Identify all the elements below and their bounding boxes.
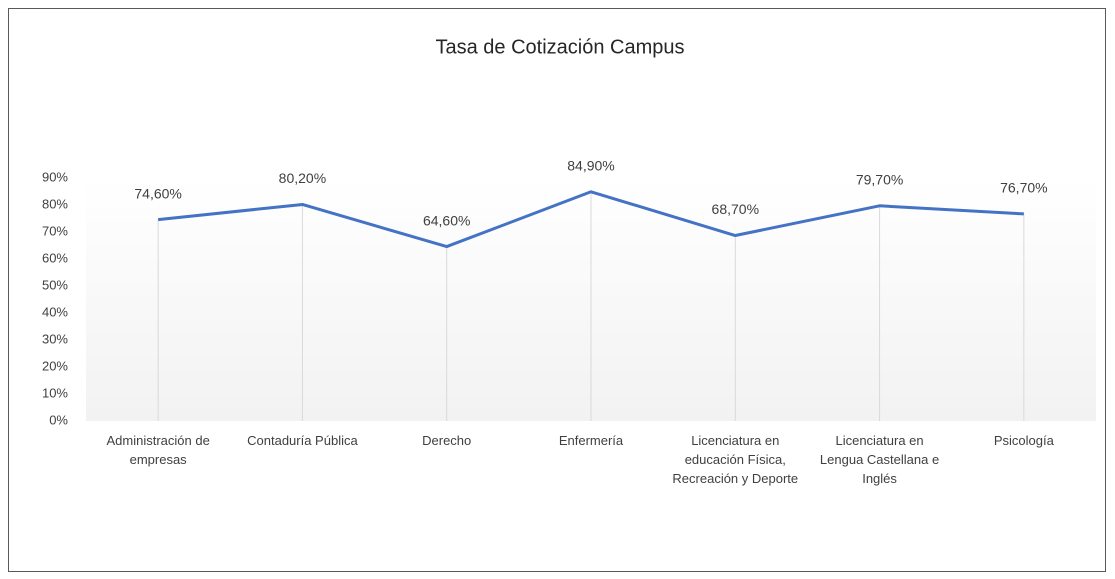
x-tick-label: Derecho: [422, 433, 472, 448]
y-tick-label: 70%: [42, 223, 68, 238]
y-tick-label: 10%: [42, 385, 68, 400]
x-tick-label: Enfermería: [558, 433, 624, 448]
x-tick-label: Contaduría Pública: [247, 433, 358, 448]
y-tick-label: 30%: [42, 331, 68, 346]
y-tick-label: 90%: [42, 169, 68, 184]
y-tick-label: 60%: [42, 250, 68, 265]
x-tick-label: Psicología: [993, 433, 1054, 448]
x-tick-label: Licenciatura en Lengua Castellana e Ingl…: [819, 433, 940, 486]
data-label: 84,90%: [567, 157, 614, 173]
data-label: 64,60%: [423, 212, 470, 228]
y-tick-label: 20%: [42, 358, 68, 373]
data-label: 76,70%: [1000, 180, 1047, 196]
y-tick-label: 80%: [42, 196, 68, 211]
chart-title: Tasa de Cotización Campus: [435, 36, 684, 58]
data-label: 80,20%: [279, 170, 326, 186]
x-tick-label: Administración de empresas: [106, 433, 210, 467]
data-label: 68,70%: [712, 201, 759, 217]
y-tick-label: 50%: [42, 277, 68, 292]
y-tick-label: 0%: [49, 412, 68, 427]
x-tick-label: Licenciatura en educación Física, Recrea…: [672, 433, 799, 486]
data-label: 79,70%: [856, 172, 903, 188]
data-label: 74,60%: [134, 185, 181, 201]
y-tick-label: 40%: [42, 304, 68, 319]
series-line: [157, 190, 1024, 249]
